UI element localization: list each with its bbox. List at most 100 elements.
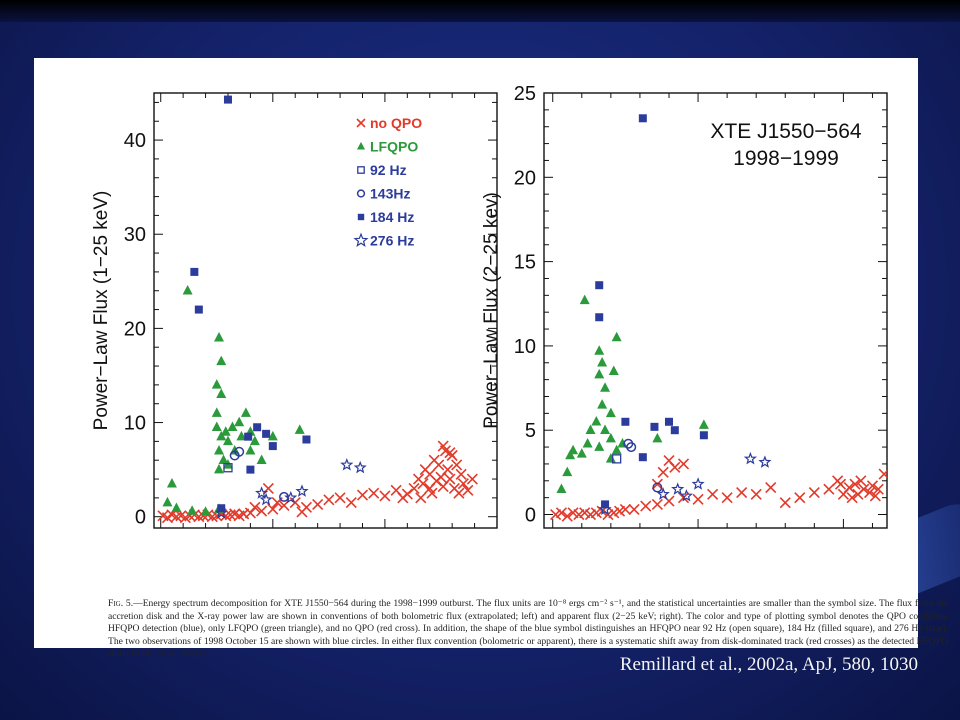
data-point <box>246 465 255 474</box>
data-point-b <box>846 492 858 504</box>
data-point <box>562 466 573 477</box>
data-point <box>170 511 182 523</box>
data-point <box>736 487 748 499</box>
data-point <box>218 454 229 464</box>
data-point <box>220 426 231 436</box>
data-point <box>466 473 478 485</box>
data-point-b <box>267 503 279 515</box>
data-point <box>765 481 777 494</box>
data-point <box>211 379 222 389</box>
data-point-b <box>356 489 369 501</box>
data-point <box>433 459 445 471</box>
data-point-b <box>663 495 675 507</box>
data-point <box>457 478 469 490</box>
data-point <box>656 487 670 500</box>
data-point <box>568 444 579 455</box>
data-point <box>289 497 301 509</box>
data-point <box>794 492 806 504</box>
data-point-b <box>424 468 436 480</box>
data-point-b <box>345 497 357 509</box>
data-point-b <box>765 481 777 494</box>
x-tick-label: 0 <box>547 536 558 538</box>
legend-marker <box>357 213 365 221</box>
data-point-b <box>794 492 806 504</box>
data-point <box>652 432 663 443</box>
data-point-b <box>457 478 469 490</box>
data-point-b <box>408 482 420 495</box>
data-point <box>182 284 193 295</box>
data-point <box>600 424 611 434</box>
data-point <box>267 503 279 515</box>
data-point <box>227 421 238 432</box>
data-point <box>555 507 568 519</box>
data-point-b <box>312 498 324 511</box>
data-point-b <box>657 466 669 478</box>
x-tick-label: 10 <box>832 536 854 538</box>
data-point <box>651 478 663 490</box>
data-point <box>619 503 631 516</box>
data-point-b <box>175 510 187 522</box>
data-point <box>698 419 709 429</box>
data-point-b <box>289 497 301 509</box>
data-point <box>294 424 305 434</box>
data-point <box>594 368 605 379</box>
data-point <box>223 463 233 473</box>
data-point <box>455 468 467 480</box>
data-point <box>595 281 604 290</box>
data-point <box>223 95 232 104</box>
data-point-b <box>555 507 568 519</box>
y-tick-label: 15 <box>514 252 536 274</box>
chart-annotation-line1: XTE J1550−564 <box>710 120 862 143</box>
data-point <box>823 483 835 495</box>
y-tick-label: 10 <box>514 336 536 358</box>
data-point <box>579 294 590 305</box>
data-point <box>262 429 271 438</box>
data-point-b <box>619 503 631 516</box>
data-point-b <box>296 506 308 518</box>
data-point-b <box>444 473 456 485</box>
x-tick-label: 5 <box>267 536 278 538</box>
data-point <box>608 365 619 375</box>
data-point <box>340 458 354 471</box>
legend-label: 184 Hz <box>370 209 414 225</box>
data-point <box>594 441 605 451</box>
data-point <box>677 458 690 470</box>
x-tick-label: 0 <box>155 536 166 538</box>
data-point <box>808 487 820 499</box>
data-point <box>565 449 576 460</box>
data-point <box>379 490 391 502</box>
data-point <box>855 475 867 487</box>
chart-annotation-line2: 1998−1999 <box>733 147 839 170</box>
data-point-b <box>628 503 640 516</box>
data-point <box>779 497 791 509</box>
legend-marker <box>353 232 369 247</box>
y-tick-label: 30 <box>124 224 146 246</box>
data-point <box>397 492 409 504</box>
data-point <box>368 487 380 499</box>
data-point <box>650 422 659 431</box>
data-point-b <box>750 488 762 500</box>
y-tick-label: 40 <box>124 130 146 152</box>
data-point-b <box>220 510 232 522</box>
figure-caption: Fig. 5.—Energy spectrum decomposition fo… <box>108 598 948 661</box>
data-point <box>353 460 367 474</box>
data-points <box>550 114 887 522</box>
data-point <box>598 502 612 516</box>
data-point-b <box>334 492 346 504</box>
data-point-b <box>462 484 474 496</box>
data-point <box>255 486 269 499</box>
data-point-b <box>426 487 438 499</box>
data-point-b <box>415 492 427 504</box>
legend: no QPO LFQPO 92 Hz 143Hz 184 Hz 276 Hz <box>353 115 422 249</box>
x-tick-label: 15 <box>486 536 508 538</box>
data-point <box>834 478 847 490</box>
data-point-b <box>858 483 870 495</box>
y-tick-label: 0 <box>525 505 536 527</box>
legend-marker-b <box>356 118 366 128</box>
legend-label: 276 Hz <box>370 233 414 249</box>
data-point <box>617 437 628 448</box>
data-point <box>640 500 652 512</box>
data-point <box>671 482 685 495</box>
data-point <box>296 506 308 518</box>
plot-frame <box>543 92 888 529</box>
